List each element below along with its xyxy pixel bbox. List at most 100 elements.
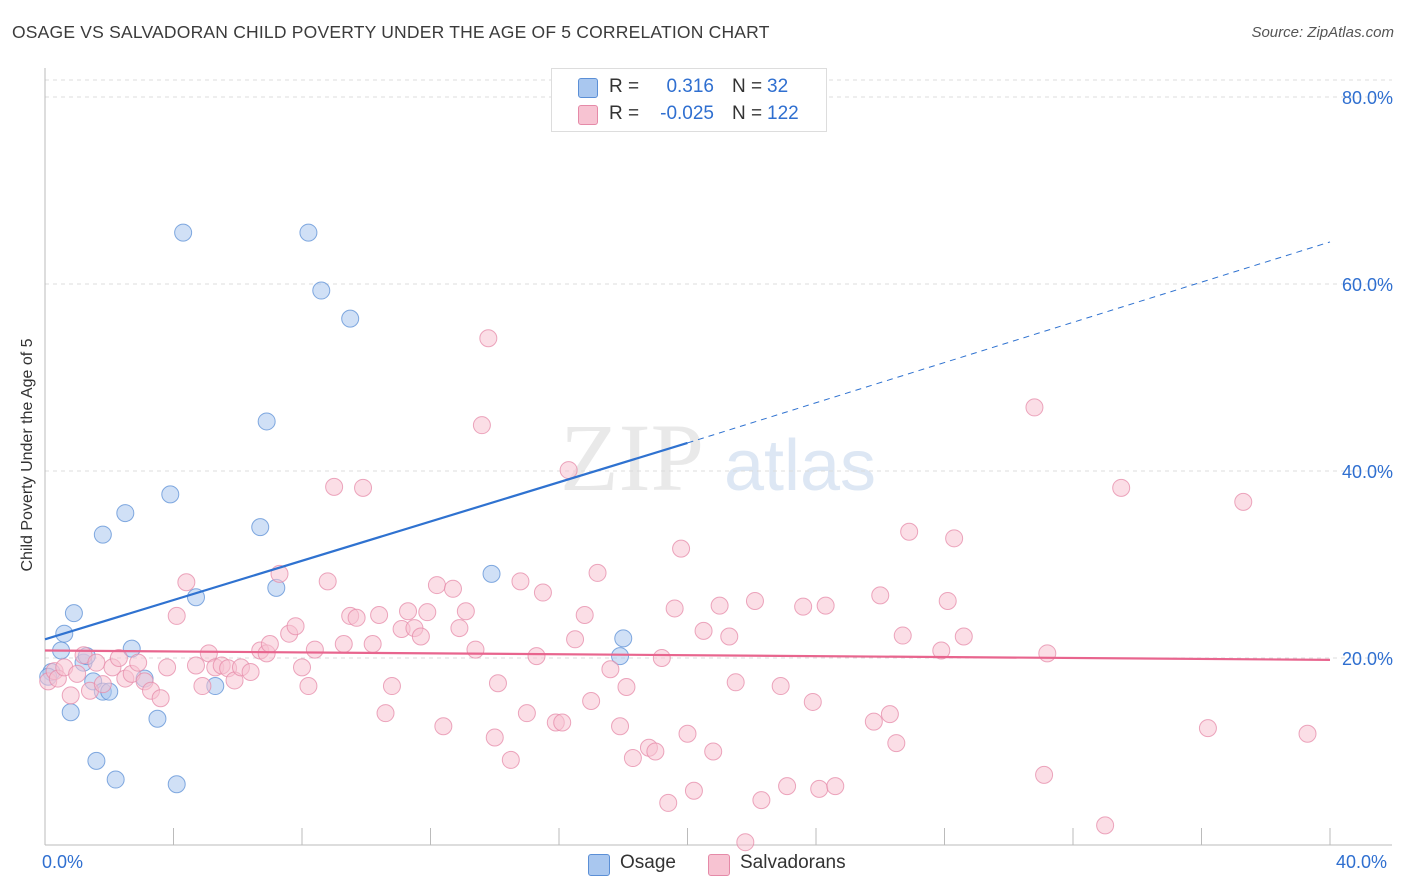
salvadoran-point [617,677,636,696]
salvadoran-point [354,478,373,497]
salvadoran-point [260,634,279,653]
salvadoran-point [672,539,691,558]
legend-r-value-osage: 0.316 [666,76,714,97]
salvadoran-point [794,597,813,616]
legend-n-value-osage: 32 [767,76,789,97]
series-legend-label-osage: Osage [620,852,676,873]
osage-point [611,647,630,666]
x-axis-min-label: 0.0% [42,852,84,872]
salvadoran-point [752,791,771,810]
salvadoran-point [816,596,835,615]
osage-point [312,281,331,300]
legend-r-label: R = [609,76,640,97]
salvadoran-point [1035,765,1054,784]
salvadoran-point [87,653,106,672]
salvadoran-point [533,583,552,602]
salvadoran-point [177,573,196,592]
legend-row-salvadorans: R = -0.025 N = 122 [552,102,826,128]
salvadoran-point [370,605,389,624]
series-legend-label-salvadorans: Salvadorans [740,852,846,873]
salvadoran-point [418,603,437,622]
salvadoran-point [363,634,382,653]
salvadoran-point [501,750,520,769]
osage-point [174,223,193,242]
osage-point [161,485,180,504]
salvadoran-point [880,705,899,724]
osage-point [106,770,125,789]
osage-point [116,504,135,523]
osage-point [64,604,83,623]
osage-point [614,629,633,648]
salvadoran-point [659,793,678,812]
salvadoran-point [109,649,128,667]
legend-n-label: N = [732,76,763,97]
salvadoran-point [623,749,642,768]
legend-swatch-salvadorans [578,105,598,125]
y-tick-label: 80.0% [1342,88,1393,108]
salvadoran-point [466,640,485,659]
salvadoran-point [299,677,318,696]
salvadoran-point [566,630,585,649]
salvadoran-point [318,572,337,591]
salvadoran-point [479,329,498,348]
salvadoran-point [575,605,594,624]
salvadoran-point [559,461,578,480]
osage-point [341,309,360,328]
salvadoran-point [1198,719,1217,738]
salvadoran-point [945,529,964,548]
salvadoran-point [68,664,87,683]
y-tick-label: 40.0% [1342,462,1393,482]
salvadoran-point [1298,724,1317,743]
source-label: Source: ZipAtlas.com [1251,24,1394,41]
salvadoran-point [803,692,822,711]
salvadoran-point [710,596,729,615]
osage-point [167,775,186,794]
salvadoran-point [129,653,148,672]
osage-point [257,412,276,431]
salvadoran-point [376,704,395,723]
series-legend-swatch-salvadorans [708,854,730,876]
legend-r-value-salvadorans: -0.025 [660,103,714,124]
salvadoran-point [186,656,205,675]
salvadoran-point [450,619,469,638]
salvadoran-point [582,692,601,711]
salvadoran-point [1112,478,1131,497]
series-legend-swatch-osage [588,854,610,876]
salvadoran-point [411,627,430,646]
watermark-zip: ZIP [560,404,704,511]
salvadoran-point [694,621,713,640]
salvadoran-point [61,686,80,705]
watermark-atlas: atlas [724,426,876,506]
salvadoran-point [678,724,697,743]
salvadoran-point [517,704,536,723]
salvadoran-point [826,777,845,796]
salvadoran-point [443,579,462,598]
x-axis-max-label: 40.0% [1336,852,1388,872]
salvadoran-point [167,606,186,625]
legend-swatch-osage [578,78,598,98]
salvadoran-point [893,626,912,645]
legend-r-label: R = [609,103,640,124]
salvadoran-point [293,658,311,677]
salvadoran-point [382,677,401,696]
osage-point [61,703,80,722]
salvadoran-point [864,712,883,731]
series-legend: Osage Salvadorans [0,852,1406,878]
legend-row-osage: R = 0.316 N = 32 [552,75,826,101]
salvadoran-point [286,617,305,636]
salvadoran-point [1234,492,1253,511]
salvadoran-point [726,673,745,692]
salvadoran-point [399,602,418,621]
salvadoran-point [887,734,906,753]
salvadoran-point [932,641,951,660]
salvadoran-point [93,675,112,694]
y-tick-label: 20.0% [1342,649,1393,669]
salvadoran-point [325,477,344,496]
salvadoran-point [241,663,260,682]
salvadoran-point [511,572,530,591]
legend-n-label: N = [732,103,763,124]
salvadoran-point [646,742,665,761]
salvadoran-point [745,591,764,610]
salvadoran-point [434,717,453,736]
